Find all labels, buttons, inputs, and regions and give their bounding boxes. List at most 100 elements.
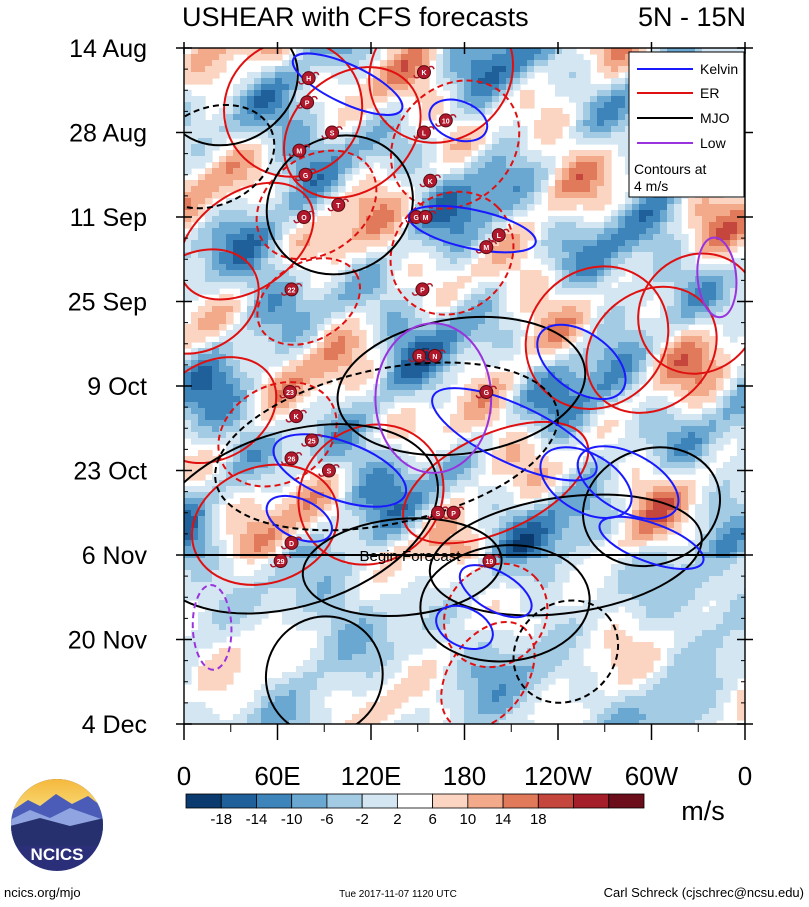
heatmap-cell [226, 240, 234, 247]
heatmap-cell [562, 54, 570, 61]
heatmap-cell [247, 366, 255, 373]
heatmap-cell [296, 672, 304, 679]
heatmap-cell [310, 168, 318, 175]
heatmap-cell [471, 594, 479, 601]
heatmap-cell [408, 426, 416, 433]
heatmap-cell [191, 468, 199, 475]
heatmap-cell [464, 444, 472, 451]
heatmap-cell [331, 408, 339, 415]
heatmap-cell [240, 354, 248, 361]
heatmap-cell [310, 234, 318, 241]
heatmap-cell [345, 408, 353, 415]
heatmap-cell [247, 156, 255, 163]
heatmap-cell [233, 270, 241, 277]
heatmap-cell [233, 174, 241, 181]
heatmap-cell [555, 462, 563, 469]
heatmap-cell [506, 312, 514, 319]
heatmap-cell [247, 624, 255, 631]
heatmap-cell [254, 150, 262, 157]
heatmap-cell [240, 450, 248, 457]
heatmap-cell [569, 276, 577, 283]
heatmap-cell [562, 324, 570, 331]
heatmap-cell [408, 480, 416, 487]
heatmap-cell [541, 522, 549, 529]
heatmap-cell [268, 450, 276, 457]
heatmap-cell [541, 396, 549, 403]
heatmap-cell [534, 432, 542, 439]
heatmap-cell [499, 684, 507, 691]
heatmap-cell [520, 162, 528, 169]
heatmap-cell [562, 396, 570, 403]
heatmap-cell [394, 216, 402, 223]
heatmap-cell [205, 402, 213, 409]
heatmap-cell [359, 276, 367, 283]
heatmap-cell [261, 282, 269, 289]
heatmap-cell [254, 384, 262, 391]
heatmap-cell [387, 384, 395, 391]
heatmap-cell [226, 564, 234, 571]
heatmap-cell [513, 528, 521, 535]
heatmap-cell [359, 234, 367, 241]
heatmap-cell [198, 210, 206, 217]
heatmap-cell [520, 330, 528, 337]
heatmap-cell [457, 612, 465, 619]
heatmap-cell [534, 198, 542, 205]
heatmap-cell [268, 144, 276, 151]
heatmap-cell [331, 636, 339, 643]
heatmap-cell [548, 618, 556, 625]
heatmap-cell [499, 156, 507, 163]
heatmap-cell [366, 432, 374, 439]
heatmap-cell [380, 72, 388, 79]
heatmap-cell [443, 378, 451, 385]
heatmap-cell [562, 288, 570, 295]
heatmap-cell [226, 426, 234, 433]
heatmap-cell [485, 72, 493, 79]
heatmap-cell [548, 162, 556, 169]
heatmap-cell [366, 96, 374, 103]
heatmap-cell [380, 540, 388, 547]
heatmap-cell [303, 294, 311, 301]
heatmap-cell [359, 366, 367, 373]
heatmap-cell [212, 222, 220, 229]
heatmap-cell [310, 330, 318, 337]
heatmap-cell [555, 90, 563, 97]
heatmap-cell [492, 282, 500, 289]
heatmap-cell [506, 408, 514, 415]
heatmap-cell [464, 642, 472, 649]
heatmap-cell [387, 168, 395, 175]
heatmap-cell [275, 384, 283, 391]
heatmap-cell [317, 60, 325, 67]
heatmap-cell [282, 336, 290, 343]
heatmap-cell [289, 600, 297, 607]
heatmap-cell [191, 534, 199, 541]
heatmap-cell [275, 504, 283, 511]
heatmap-cell [282, 504, 290, 511]
heatmap-cell [506, 510, 514, 517]
heatmap-cell [527, 396, 535, 403]
heatmap-cell [485, 264, 493, 271]
heatmap-cell [359, 492, 367, 499]
heatmap-cell [317, 606, 325, 613]
heatmap-cell [198, 408, 206, 415]
heatmap-cell [366, 300, 374, 307]
heatmap-cell [457, 546, 465, 553]
heatmap-cell [240, 612, 248, 619]
heatmap-cell [471, 414, 479, 421]
heatmap-cell [380, 306, 388, 313]
heatmap-cell [513, 534, 521, 541]
heatmap-cell [366, 408, 374, 415]
heatmap-cell [492, 660, 500, 667]
heatmap-cell [191, 336, 199, 343]
heatmap-cell [450, 720, 458, 724]
heatmap-cell [387, 690, 395, 697]
heatmap-cell [541, 432, 549, 439]
heatmap-cell [471, 144, 479, 151]
heatmap-cell [296, 468, 304, 475]
heatmap-cell [457, 672, 465, 679]
heatmap-cell [548, 366, 556, 373]
heatmap-cell [527, 180, 535, 187]
heatmap-cell [373, 78, 381, 85]
heatmap-cell [555, 270, 563, 277]
heatmap-cell [555, 636, 563, 643]
heatmap-cell [492, 702, 500, 709]
